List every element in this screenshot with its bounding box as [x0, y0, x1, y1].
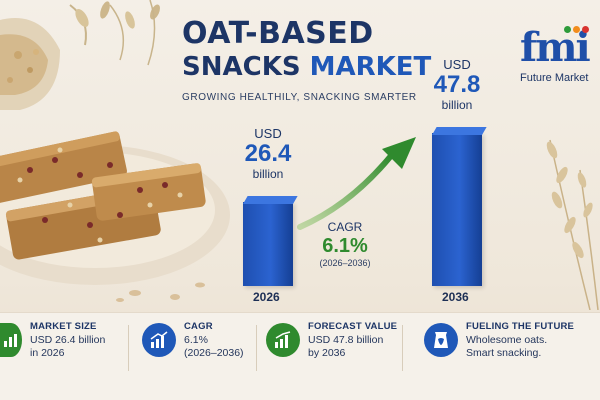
card-cagr: CAGR 6.1% (2026–2036)	[142, 321, 244, 381]
logo-dots	[564, 20, 591, 38]
value-unit: billion	[252, 167, 284, 181]
bar-chart-icon	[0, 323, 22, 357]
logo-mark: fmi	[520, 24, 591, 71]
logo-text: Future Market	[520, 72, 589, 84]
cagr-label: CAGR	[327, 220, 363, 234]
bar-2026	[243, 196, 298, 286]
card-body: USD 47.8 billion by 2036	[308, 334, 384, 359]
value-label-2036: USD 47.8 billion	[412, 57, 502, 112]
value-currency: USD	[443, 57, 471, 72]
cagr-range: (2026–2036)	[319, 258, 371, 268]
card-text: MARKET SIZE USD 26.4 billion in 2026	[30, 321, 105, 360]
year-label-2036: 2036	[442, 290, 469, 304]
bar-top-face	[432, 127, 487, 135]
leaves-decoration	[69, 0, 160, 66]
bar-2036	[432, 127, 487, 286]
card-market-size: MARKET SIZE USD 26.4 billion in 2026	[0, 321, 105, 381]
fmi-logo: fmi Future Market	[520, 18, 600, 98]
value-number: 47.8	[433, 71, 481, 98]
card-title: FORECAST VALUE	[308, 321, 398, 332]
growth-chart-icon	[142, 323, 176, 357]
oat-bars-photo	[0, 18, 230, 302]
card-body: USD 26.4 billion in 2026	[30, 334, 106, 359]
info-strip: MARKET SIZE USD 26.4 billion in 2026 CAG…	[0, 312, 600, 400]
card-title: MARKET SIZE	[30, 321, 97, 332]
title-line-2: SNACKS MARKET	[182, 52, 482, 82]
card-fueling-future: FUELING THE FUTURE Wholesome oats. Smart…	[424, 321, 574, 381]
title-word-snacks: SNACKS	[182, 52, 301, 82]
divider	[402, 325, 403, 371]
cagr-value: 6.1%	[322, 235, 368, 257]
card-body: 6.1% (2026–2036)	[184, 334, 244, 359]
title-word-market: MARKET	[309, 52, 432, 82]
card-title: FUELING THE FUTURE	[466, 321, 575, 332]
card-text: CAGR 6.1% (2026–2036)	[184, 321, 244, 360]
year-label-2026: 2026	[253, 290, 280, 304]
logo-dot-orange	[573, 26, 580, 33]
card-forecast-value: FORECAST VALUE USD 47.8 billion by 2036	[266, 321, 397, 381]
title-line-1: OAT-BASED	[182, 16, 374, 51]
cagr-annotation: CAGR 6.1% (2026–2036)	[315, 220, 375, 268]
value-unit: billion	[441, 98, 473, 112]
page-title: OAT-BASED SNACKS MARKET	[182, 16, 482, 82]
divider	[256, 325, 257, 371]
value-currency: USD	[254, 126, 282, 141]
card-title: CAGR	[184, 321, 213, 332]
bar-top-face	[243, 196, 298, 204]
logo-dot-green	[564, 26, 571, 33]
divider	[128, 325, 129, 371]
subtitle: GROWING HEALTHILY, SNACKING SMARTER	[182, 92, 417, 103]
logo-dot-red	[582, 26, 589, 33]
oat-stalks-decoration	[546, 139, 599, 310]
forecast-chart-icon	[266, 323, 300, 357]
card-body: Wholesome oats. Smart snacking.	[466, 334, 548, 359]
value-number: 26.4	[244, 140, 292, 167]
value-label-2026: USD 26.4 billion	[223, 126, 313, 181]
card-text: FUELING THE FUTURE Wholesome oats. Smart…	[466, 321, 574, 360]
snack-bag-icon	[424, 323, 458, 357]
card-text: FORECAST VALUE USD 47.8 billion by 2036	[308, 321, 397, 360]
growth-arrow-icon	[297, 137, 416, 230]
